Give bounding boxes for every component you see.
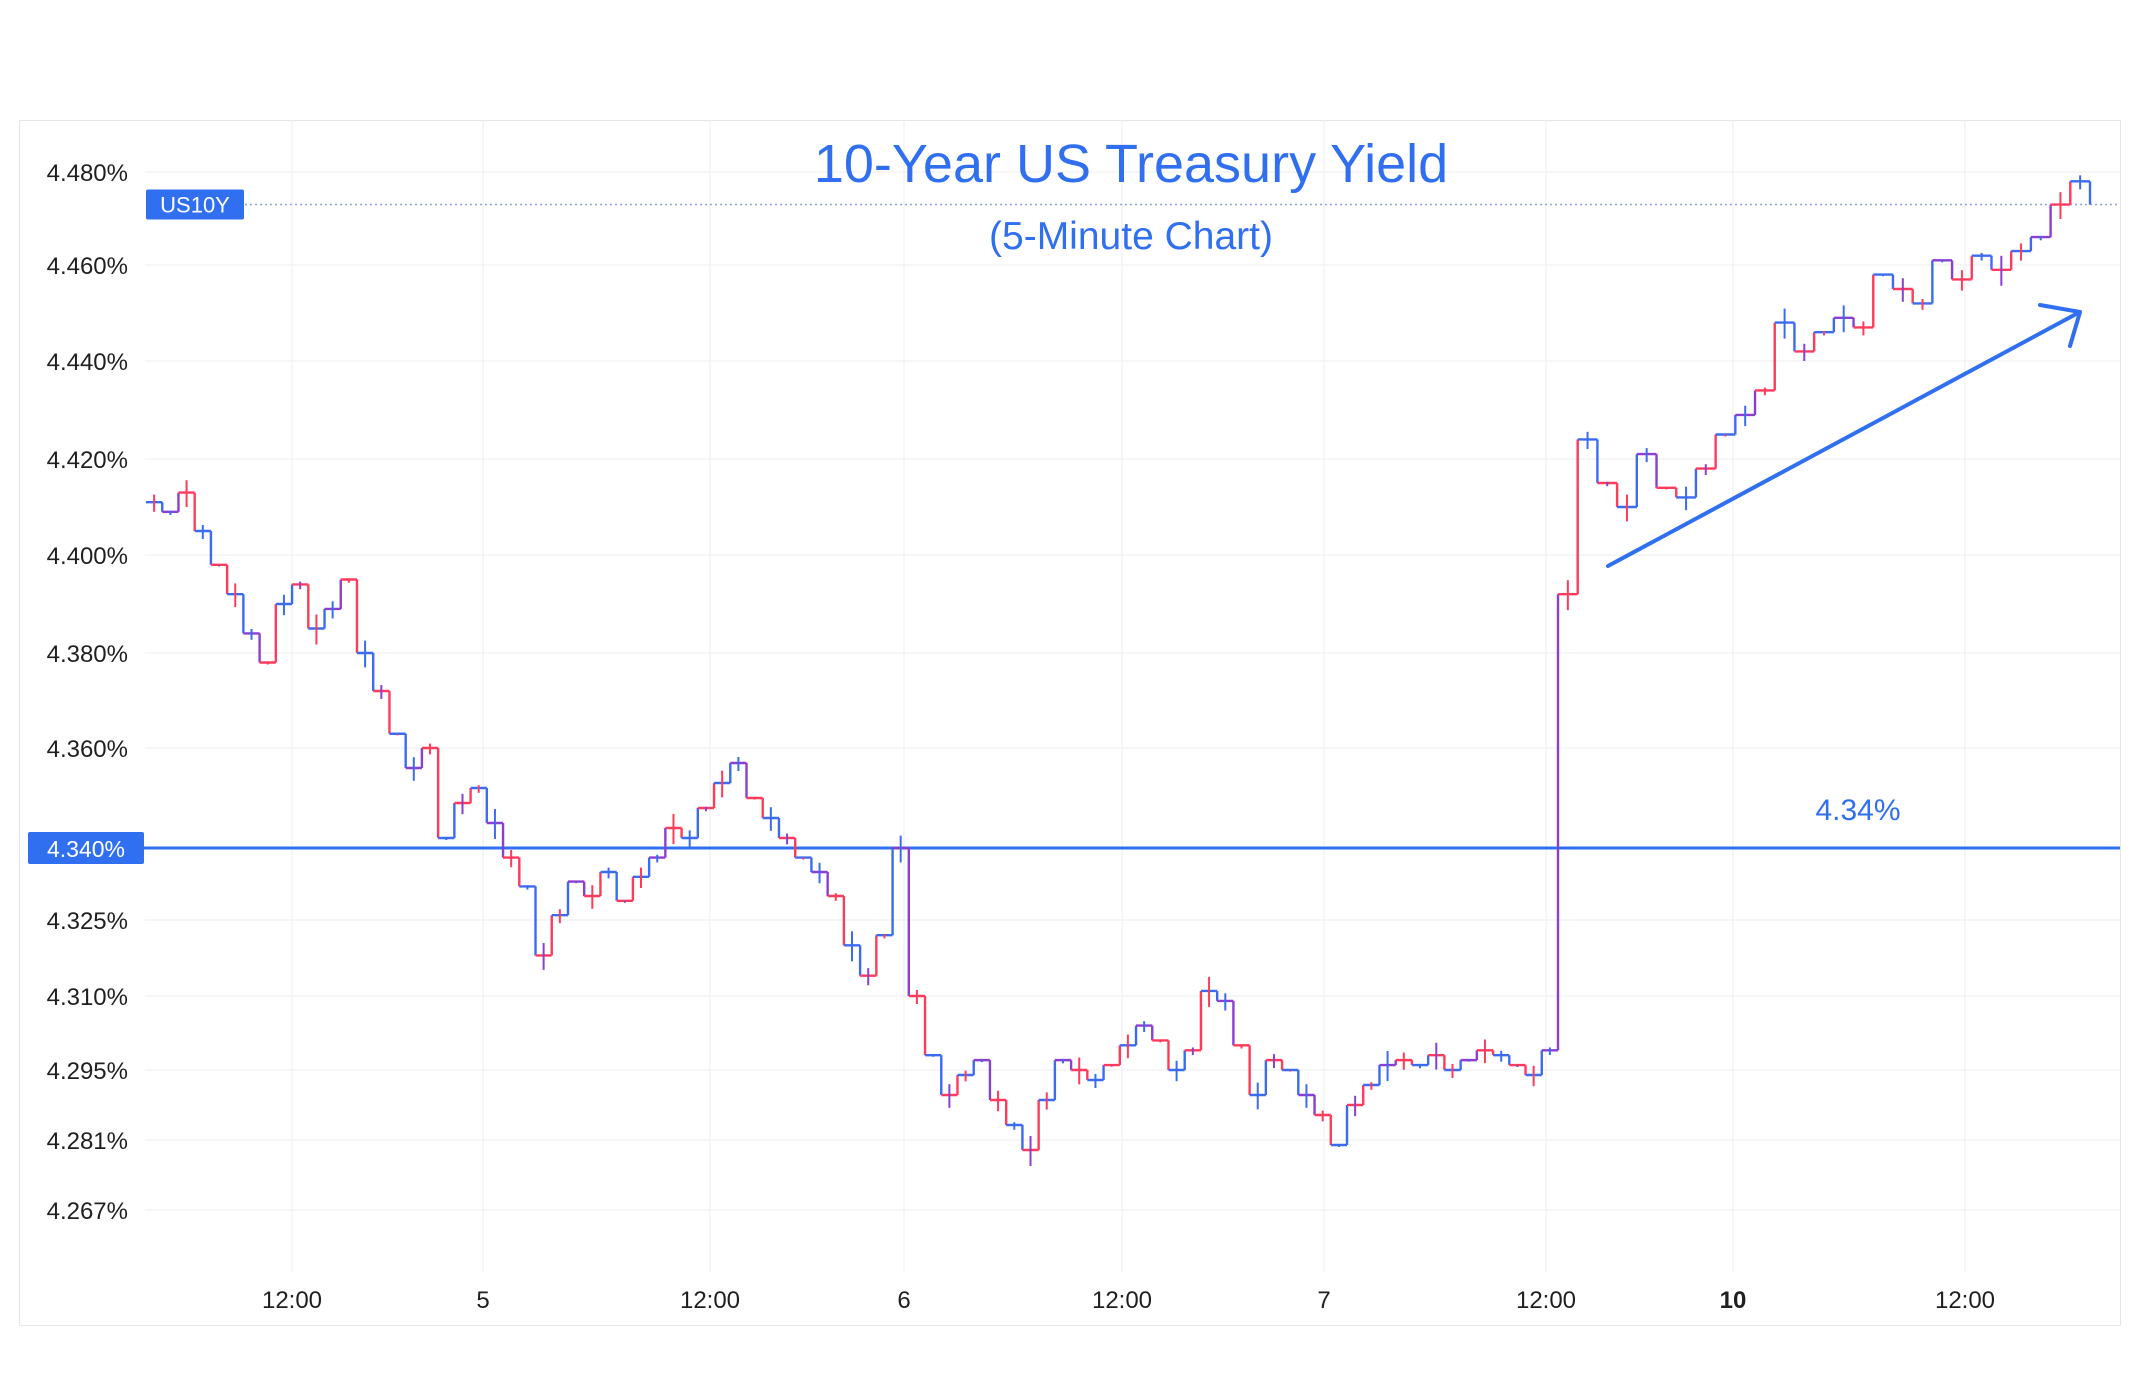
x-tick-label: 12:00 <box>262 1287 322 1314</box>
grid <box>145 120 2120 1272</box>
y-tick-label: 4.440% <box>47 349 128 376</box>
symbol-badge-label: US10Y <box>160 193 230 218</box>
reference-line-group: 4.34% <box>28 203 2120 850</box>
x-tick-label: 12:00 <box>1516 1287 1576 1314</box>
x-tick-label: 6 <box>897 1287 910 1314</box>
trend-arrow-head <box>2038 303 2082 348</box>
x-tick-label: 5 <box>476 1287 489 1314</box>
y-tick-label: 4.420% <box>47 447 128 474</box>
x-tick-label: 12:00 <box>680 1287 740 1314</box>
y-tick-label: 4.360% <box>47 736 128 763</box>
y-tick-label: 4.380% <box>47 641 128 668</box>
axes: 4.480% 4.460% 4.440% 4.420% 4.400% 4.380% 4.36… <box>28 160 1995 1314</box>
annotations <box>1606 303 2082 568</box>
price-badge <box>28 832 144 864</box>
chart-title: 10-Year US Treasury Yield <box>813 134 1449 194</box>
trend-arrow <box>1606 311 2080 568</box>
y-tick-label: 4.480% <box>47 160 128 187</box>
y-tick-label: 4.295% <box>47 1058 128 1085</box>
y-tick-label: 4.310% <box>47 984 128 1011</box>
x-tick-label: 12:00 <box>1935 1287 1995 1314</box>
symbol-badge <box>146 189 244 220</box>
chart-subtitle: (5-Minute Chart) <box>989 215 1273 258</box>
x-tick-label: 12:00 <box>1092 1287 1152 1314</box>
yield-series <box>146 175 2092 1166</box>
x-tick-label: 10 <box>1720 1287 1747 1314</box>
y-tick-label: 4.267% <box>47 1198 128 1225</box>
y-tick-label: 4.460% <box>47 253 128 280</box>
y-tick-label: 4.325% <box>47 908 128 935</box>
x-tick-label: 7 <box>1317 1287 1330 1314</box>
y-tick-label: 4.400% <box>47 543 128 570</box>
price-badge-label: 4.340% <box>47 836 125 862</box>
y-tick-label: 4.281% <box>47 1128 128 1155</box>
chart-frame <box>19 120 2121 1326</box>
reference-label: 4.34% <box>1815 794 1900 827</box>
